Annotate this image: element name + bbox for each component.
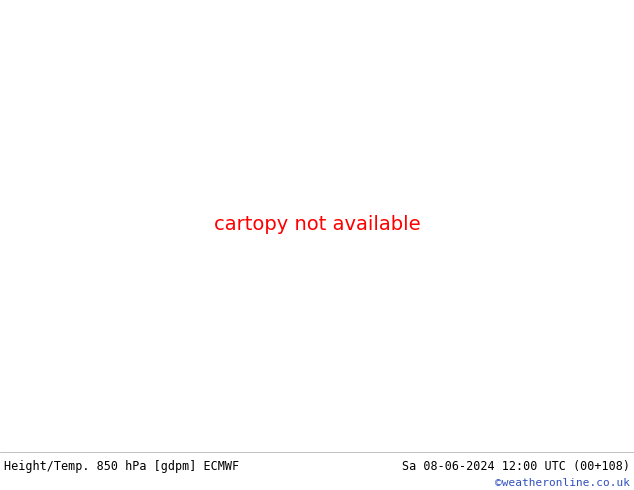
Text: Height/Temp. 850 hPa [gdpm] ECMWF: Height/Temp. 850 hPa [gdpm] ECMWF <box>4 460 239 473</box>
Text: ©weatheronline.co.uk: ©weatheronline.co.uk <box>495 478 630 488</box>
Text: Sa 08-06-2024 12:00 UTC (00+108): Sa 08-06-2024 12:00 UTC (00+108) <box>402 460 630 473</box>
Text: cartopy not available: cartopy not available <box>214 216 420 234</box>
